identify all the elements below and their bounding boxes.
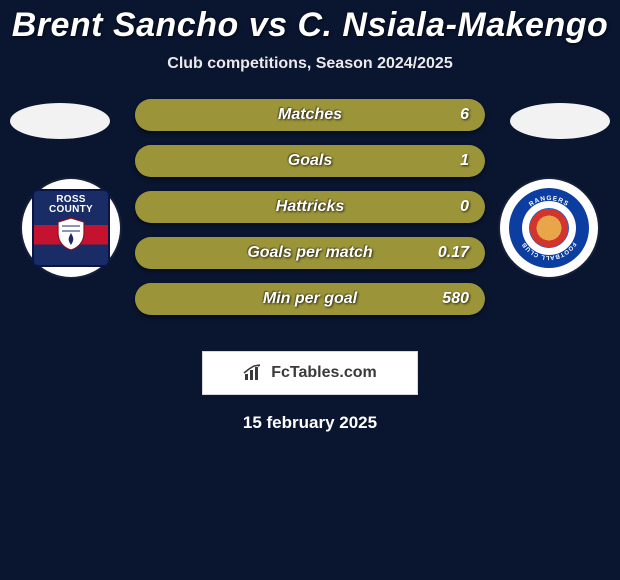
ross-county-crest: ROSS COUNTY bbox=[32, 189, 110, 267]
bar-chart-icon bbox=[243, 364, 265, 382]
brand-box: FcTables.com bbox=[202, 351, 418, 395]
stat-label: Matches bbox=[278, 106, 342, 124]
shield-icon bbox=[56, 217, 86, 251]
stat-value-right: 580 bbox=[442, 290, 469, 308]
stat-value-right: 0.17 bbox=[438, 244, 469, 262]
stat-value-right: 6 bbox=[460, 106, 469, 124]
stat-row: Matches 6 bbox=[135, 99, 485, 131]
stat-label: Goals bbox=[288, 152, 332, 170]
club-badge-left: ROSS COUNTY bbox=[22, 179, 120, 277]
stat-row: Min per goal 580 bbox=[135, 283, 485, 315]
stat-row: Goals per match 0.17 bbox=[135, 237, 485, 269]
comparison-area: ROSS COUNTY bbox=[0, 99, 620, 329]
svg-text:RANGERS: RANGERS bbox=[528, 195, 570, 208]
stat-label: Hattricks bbox=[276, 198, 344, 216]
stat-row: Hattricks 0 bbox=[135, 191, 485, 223]
club-badge-right: RANGERS FOOTBALL CLUB bbox=[500, 179, 598, 277]
crest-ring-text: RANGERS FOOTBALL CLUB bbox=[509, 188, 589, 268]
rangers-crest: RANGERS FOOTBALL CLUB bbox=[509, 188, 589, 268]
page-title: Brent Sancho vs C. Nsiala-Makengo bbox=[0, 6, 620, 45]
player-avatar-left bbox=[10, 103, 110, 139]
stat-value-right: 0 bbox=[460, 198, 469, 216]
brand-text: FcTables.com bbox=[271, 364, 377, 382]
infographic-container: Brent Sancho vs C. Nsiala-Makengo Club c… bbox=[0, 0, 620, 433]
stat-label: Goals per match bbox=[247, 244, 372, 262]
stats-list: Matches 6 Goals 1 Hattricks 0 Goals per match 0… bbox=[135, 99, 485, 315]
stat-value-right: 1 bbox=[460, 152, 469, 170]
page-subtitle: Club competitions, Season 2024/2025 bbox=[0, 55, 620, 73]
crest-text-mid: COUNTY bbox=[49, 205, 93, 215]
stat-row: Goals 1 bbox=[135, 145, 485, 177]
player-avatar-right bbox=[510, 103, 610, 139]
stat-label: Min per goal bbox=[263, 290, 357, 308]
infographic-date: 15 february 2025 bbox=[0, 413, 620, 433]
svg-text:FOOTBALL CLUB: FOOTBALL CLUB bbox=[521, 241, 576, 260]
